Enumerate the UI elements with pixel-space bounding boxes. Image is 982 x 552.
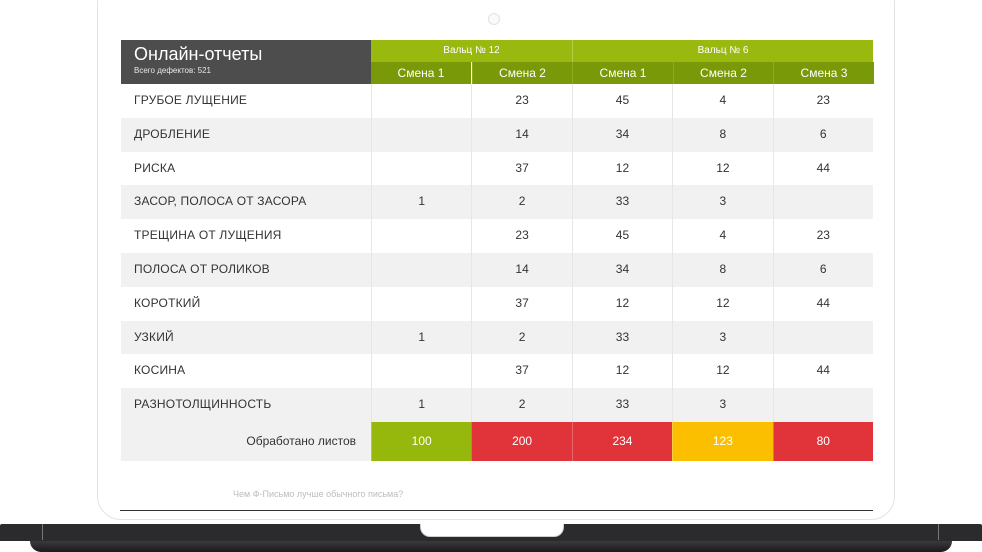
- shift-header: Смена 2: [672, 62, 774, 84]
- table-cell: 23: [772, 84, 873, 118]
- table-cell: 8: [672, 252, 772, 287]
- table-cell: 37: [471, 286, 571, 321]
- defect-name: ДРОБЛЕНИЕ: [134, 126, 211, 141]
- table-row: КОСИНА 37 12 12 44: [121, 354, 873, 389]
- table-row: ДРОБЛЕНИЕ 14 34 8 6: [121, 117, 873, 152]
- defects-total: Всего дефектов: 521: [134, 66, 212, 75]
- laptop-base: [0, 524, 982, 552]
- table-cell: 12: [571, 151, 672, 186]
- table-cell: 23: [471, 84, 571, 118]
- table-row: ПОЛОСА ОТ РОЛИКОВ 14 34 8 6: [121, 252, 873, 287]
- total-row: Обработано листов 100 200 234 123 80: [121, 421, 873, 461]
- table-cell: 2: [471, 185, 571, 220]
- group-header-mill-12: Вальц № 12: [371, 40, 573, 62]
- table-cell: 3: [672, 185, 772, 220]
- table-cell: 37: [471, 354, 571, 389]
- table-cell: 4: [672, 84, 772, 118]
- base-bottom: [30, 541, 952, 552]
- total-cell: 123: [672, 421, 773, 461]
- table-cell: [772, 185, 873, 220]
- table-cell: [371, 84, 471, 118]
- defect-name: ТРЕЩИНА ОТ ЛУЩЕНИЯ: [134, 228, 282, 243]
- page-title: Онлайн-отчеты: [134, 44, 263, 64]
- total-row-label: Обработано листов: [121, 421, 371, 461]
- table-cell: 33: [571, 388, 672, 422]
- table-cell: 8: [672, 117, 772, 152]
- table-cell: [371, 354, 471, 389]
- table-cell: 23: [772, 219, 873, 253]
- table-cell: 1: [371, 320, 471, 355]
- table-cell: 33: [571, 185, 672, 220]
- table-cell: 6: [772, 252, 873, 287]
- table-cell: [371, 252, 471, 287]
- camera-icon: [488, 13, 500, 25]
- table-cell: [371, 286, 471, 321]
- footer-link[interactable]: Чем Ф-Письмо лучше обычного письма?: [233, 489, 404, 499]
- total-cell: 234: [571, 421, 673, 461]
- table-cell: 44: [772, 354, 873, 389]
- report-title-cell: Онлайн-отчеты Всего дефектов: 521: [121, 40, 371, 84]
- table-cell: 1: [371, 185, 471, 220]
- table-cell: [371, 151, 471, 186]
- defect-name: РИСКА: [134, 160, 176, 175]
- table-cell: 4: [672, 219, 772, 253]
- total-cell: 80: [772, 421, 873, 461]
- table-row: ГРУБОЕ ЛУЩЕНИЕ 23 45 4 23: [121, 84, 873, 118]
- hinge-right: [938, 524, 939, 540]
- table-cell: 45: [571, 219, 672, 253]
- group-header-mill-6: Вальц № 6: [573, 40, 873, 62]
- table-cell: [772, 388, 873, 422]
- table-row: УЗКИЙ 1 2 33 3: [121, 320, 873, 355]
- defect-name: ПОЛОСА ОТ РОЛИКОВ: [134, 261, 270, 276]
- table-cell: 37: [471, 151, 571, 186]
- table-cell: 2: [471, 320, 571, 355]
- shift-header: Смена 3: [773, 62, 874, 84]
- table-cell: 6: [772, 117, 873, 152]
- table-header: Онлайн-отчеты Всего дефектов: 521 Вальц …: [121, 40, 874, 84]
- table-cell: [371, 219, 471, 253]
- table-cell: 2: [471, 388, 571, 422]
- report-table: Онлайн-отчеты Всего дефектов: 521 Вальц …: [121, 40, 874, 461]
- table-cell: 23: [471, 219, 571, 253]
- table-cell: 34: [571, 117, 672, 152]
- table-row: ТРЕЩИНА ОТ ЛУЩЕНИЯ 23 45 4 23: [121, 219, 873, 253]
- table-cell: 12: [571, 286, 672, 321]
- table-cell: [772, 320, 873, 355]
- defect-name: КОРОТКИЙ: [134, 295, 201, 310]
- table-cell: 33: [571, 320, 672, 355]
- trackpad-notch: [420, 524, 564, 537]
- table-cell: 44: [772, 151, 873, 186]
- table-cell: 12: [672, 286, 772, 321]
- screen-bottom-edge: [120, 510, 873, 511]
- total-cell: 100: [371, 421, 472, 461]
- shift-header: Смена 2: [471, 62, 573, 84]
- table-body: ГРУБОЕ ЛУЩЕНИЕ 23 45 4 23 ДРОБЛЕНИЕ 14 34 8 6 РИСК…: [121, 84, 873, 422]
- defect-name: КОСИНА: [134, 363, 186, 378]
- table-cell: 1: [371, 388, 471, 422]
- table-cell: 14: [471, 117, 571, 152]
- defect-name: УЗКИЙ: [134, 329, 174, 344]
- defect-name: РАЗНОТОЛЩИННОСТЬ: [134, 397, 272, 412]
- table-cell: [371, 117, 471, 152]
- table-cell: 3: [672, 320, 772, 355]
- hinge-left: [42, 524, 43, 540]
- table-cell: 14: [471, 252, 571, 287]
- shift-header: Смена 1: [371, 62, 471, 84]
- defect-name: ГРУБОЕ ЛУЩЕНИЕ: [134, 93, 248, 107]
- table-row: КОРОТКИЙ 37 12 12 44: [121, 286, 873, 321]
- defect-name: ЗАСОР, ПОЛОСА ОТ ЗАСОРА: [134, 194, 307, 209]
- total-cell: 200: [471, 421, 572, 461]
- table-cell: 12: [672, 354, 772, 389]
- table-cell: 45: [571, 84, 672, 118]
- shift-header: Смена 1: [572, 62, 673, 84]
- table-cell: 12: [571, 354, 672, 389]
- table-cell: 34: [571, 252, 672, 287]
- table-cell: 44: [772, 286, 873, 321]
- table-cell: 12: [672, 151, 772, 186]
- table-cell: 3: [672, 388, 772, 422]
- table-row: ЗАСОР, ПОЛОСА ОТ ЗАСОРА 1 2 33 3: [121, 185, 873, 220]
- table-row: РАЗНОТОЛЩИННОСТЬ 1 2 33 3: [121, 388, 873, 422]
- table-row: РИСКА 37 12 12 44: [121, 151, 873, 186]
